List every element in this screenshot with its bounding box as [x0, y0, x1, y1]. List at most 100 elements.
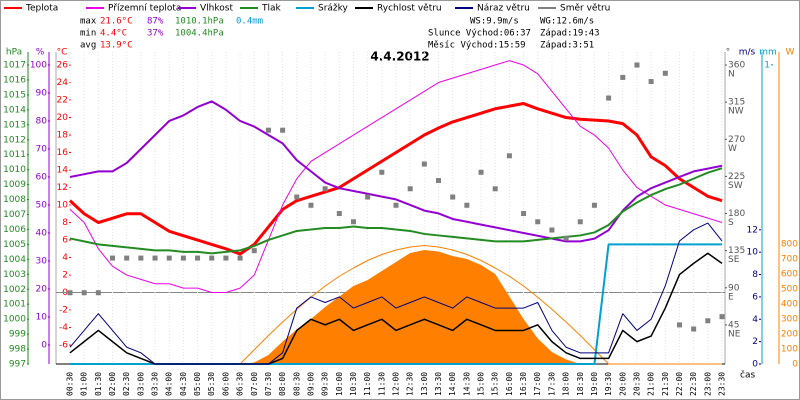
series-line — [69, 100, 723, 243]
x-tick-label: 16:30 — [519, 372, 528, 396]
direction-point — [67, 290, 73, 296]
info-text: WG:12.6m/s — [540, 17, 594, 27]
direction-point — [492, 186, 498, 192]
direction-point — [350, 219, 356, 225]
y-tick-label: 1010 — [3, 165, 26, 175]
x-tick-label: 04:30 — [179, 372, 188, 396]
y-tick-label: 1009 — [3, 180, 26, 190]
direction-point — [209, 255, 215, 261]
y-tick-label: 315 — [728, 98, 745, 108]
direction-point — [152, 255, 158, 261]
y-tick-label: 8 — [62, 218, 68, 228]
axis-unit: °C — [57, 48, 68, 58]
y-tick-label: 45 — [728, 320, 739, 330]
y-tick-label: 0 — [752, 360, 758, 370]
x-tick-label: 03:30 — [151, 372, 160, 396]
stat-rain: 0.4mm — [236, 17, 263, 27]
y-tick-label: 22 — [57, 96, 68, 106]
direction-point — [322, 186, 328, 192]
y-tick-label: 700 — [781, 255, 798, 265]
legend-label: Srážky — [318, 4, 349, 14]
chart-title: 4.4.2012 — [370, 50, 429, 64]
direction-point — [180, 255, 186, 261]
x-tick-label: 22:30 — [689, 372, 698, 396]
info-text: Západ:3:51 — [540, 41, 594, 51]
x-tick-label: 04:00 — [165, 372, 174, 396]
y-tick-label: 1002 — [3, 285, 26, 295]
axis-unit: ° — [726, 48, 731, 58]
x-tick-label: 23:00 — [703, 372, 712, 396]
compass-label: SE — [728, 255, 740, 265]
y-tick-label: 0 — [792, 360, 798, 370]
direction-point — [280, 127, 286, 133]
y-tick-label: 60 — [36, 172, 48, 182]
direction-point — [166, 255, 172, 261]
direction-point — [237, 255, 243, 261]
direction-point — [336, 211, 342, 217]
direction-point — [591, 202, 597, 208]
direction-point — [308, 202, 314, 208]
x-tick-label: 21:00 — [647, 372, 656, 396]
x-tick-label: 07:30 — [264, 372, 273, 396]
stat-temp: 13.9°C — [100, 41, 133, 51]
x-tick-label: 18:30 — [576, 372, 585, 396]
y-tick-label: 2 — [752, 337, 758, 347]
solar-area — [70, 250, 722, 364]
y-tick-label: 1014 — [3, 105, 26, 115]
direction-point — [81, 290, 87, 296]
direction-point — [648, 79, 654, 85]
y-tick-label: 1006 — [3, 225, 26, 235]
y-tick-label: 70 — [36, 144, 48, 154]
x-tick-label: 18:00 — [562, 372, 571, 396]
x-tick-label: 14:30 — [462, 372, 471, 396]
y-tick-label: 6 — [752, 292, 758, 302]
series-line — [68, 102, 723, 256]
x-tick-label: 06:30 — [236, 372, 245, 396]
series-line — [69, 60, 723, 294]
y-tick-label: 100 — [30, 60, 47, 70]
direction-point — [195, 255, 201, 261]
y-tick-label: 1008 — [3, 195, 26, 205]
x-tick-label: 15:00 — [477, 372, 486, 396]
direction-point — [450, 194, 456, 200]
direction-point — [110, 255, 116, 261]
axis-unit: hPa — [6, 48, 22, 58]
x-tick-label: 20:30 — [632, 372, 641, 396]
direction-point — [124, 255, 130, 261]
x-tick-label: 10:30 — [349, 372, 358, 396]
legend-label: Přízemní teplota — [108, 4, 181, 14]
direction-point — [606, 95, 612, 101]
y-tick-label: 500 — [781, 285, 798, 295]
x-tick-label: 19:00 — [590, 372, 599, 396]
y-tick-label: 100 — [781, 345, 798, 355]
y-tick-label: -4 — [59, 323, 68, 333]
x-tick-label: 16:00 — [505, 372, 514, 396]
compass-label: SW — [728, 181, 743, 191]
direction-point — [577, 219, 583, 225]
y-tick-label: 4 — [62, 253, 68, 263]
y-tick-label: 1005 — [3, 240, 26, 250]
x-tick-label: 17:00 — [533, 372, 542, 396]
x-tick-label: 12:30 — [406, 372, 415, 396]
legend-label: Teplota — [25, 4, 58, 14]
direction-point — [223, 255, 229, 261]
x-tick-label: 11:00 — [363, 372, 372, 396]
y-tick-label: 1 — [764, 60, 770, 70]
y-tick-label: 20 — [36, 284, 48, 294]
stat-temp: 4.4°C — [100, 29, 127, 39]
direction-point — [138, 255, 144, 261]
direction-point — [521, 211, 527, 217]
compass-label: N — [728, 70, 735, 80]
x-tick-label: 17:30 — [547, 372, 556, 396]
y-tick-label: 600 — [781, 270, 798, 280]
y-tick-label: 0 — [41, 340, 47, 350]
direction-point — [95, 290, 101, 296]
x-tick-label: 05:30 — [207, 372, 216, 396]
y-tick-label: 1012 — [3, 135, 26, 145]
x-tick-label: 02:30 — [122, 372, 131, 396]
axis-unit: mm — [759, 48, 777, 58]
x-tick-label: 12:00 — [392, 372, 401, 396]
y-tick-label: 18 — [57, 131, 69, 141]
axis-unit: % — [36, 48, 45, 58]
info-text: Západ:19:43 — [540, 29, 600, 39]
